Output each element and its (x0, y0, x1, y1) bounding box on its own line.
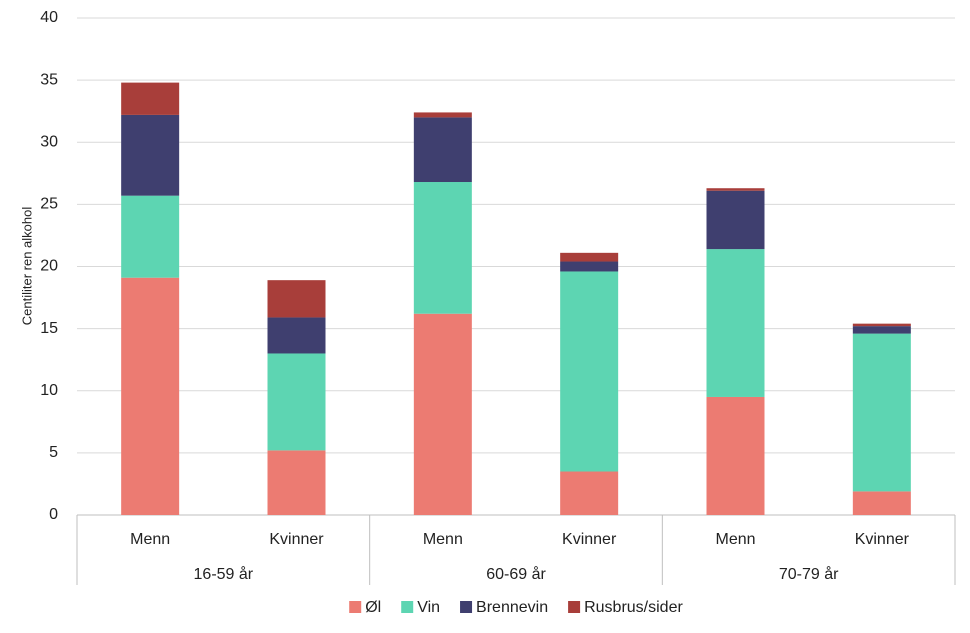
y-tick-label: 35 (40, 71, 58, 88)
y-tick-label: 20 (40, 258, 58, 275)
x-tick-label: Menn (715, 531, 755, 548)
y-tick-label: 15 (40, 320, 58, 337)
group-label: 70-79 år (779, 565, 839, 583)
x-tick-label: Kvinner (562, 531, 617, 548)
bar-segment (560, 252, 619, 262)
bar-segment (852, 326, 911, 334)
bar-segment (706, 396, 765, 515)
bar-segment (852, 323, 911, 327)
bar-segment (121, 82, 180, 115)
legend-label: Rusbrus/sider (584, 599, 683, 616)
y-tick-label: 40 (40, 9, 58, 26)
group-label: 60-69 år (486, 565, 546, 583)
bar-segment (267, 353, 326, 451)
legend-swatch (401, 601, 414, 613)
bar-segment (706, 249, 765, 397)
y-tick-label: 25 (40, 196, 58, 213)
x-tick-label: Kvinner (269, 531, 324, 548)
legend-swatch (349, 601, 362, 613)
legend-swatch (460, 601, 473, 613)
x-tick-label: Menn (423, 531, 463, 548)
y-tick-label: 5 (49, 444, 58, 461)
y-axis-label: Centiliter ren alkohol (19, 207, 34, 326)
bar-segment (413, 182, 472, 314)
bar-segment (413, 313, 472, 515)
bar-segment (413, 112, 472, 118)
bar-segment (267, 450, 326, 515)
bar-segment (560, 261, 619, 272)
bar-segment (706, 188, 765, 191)
bar-segment (121, 114, 180, 196)
group-label: 16-59 år (194, 565, 254, 583)
legend-label: Brennevin (476, 599, 548, 616)
y-tick-label: 10 (40, 382, 58, 399)
y-tick-label: 30 (40, 133, 58, 150)
y-tick-label: 0 (49, 506, 58, 523)
bar-segment (121, 277, 180, 515)
bar-segment (121, 195, 180, 278)
legend-label: Øl (365, 599, 381, 616)
legend-label: Vin (417, 599, 440, 616)
bar-segment (852, 333, 911, 492)
x-tick-label: Kvinner (855, 531, 910, 548)
bar-segment (267, 280, 326, 318)
bar-segment (413, 117, 472, 183)
bar-segment (560, 271, 619, 472)
bar-segment (852, 491, 911, 515)
bar-segment (706, 190, 765, 250)
legend-swatch (568, 601, 581, 613)
x-tick-label: Menn (130, 531, 170, 548)
bar-segment (267, 317, 326, 354)
bar-segment (560, 471, 619, 515)
